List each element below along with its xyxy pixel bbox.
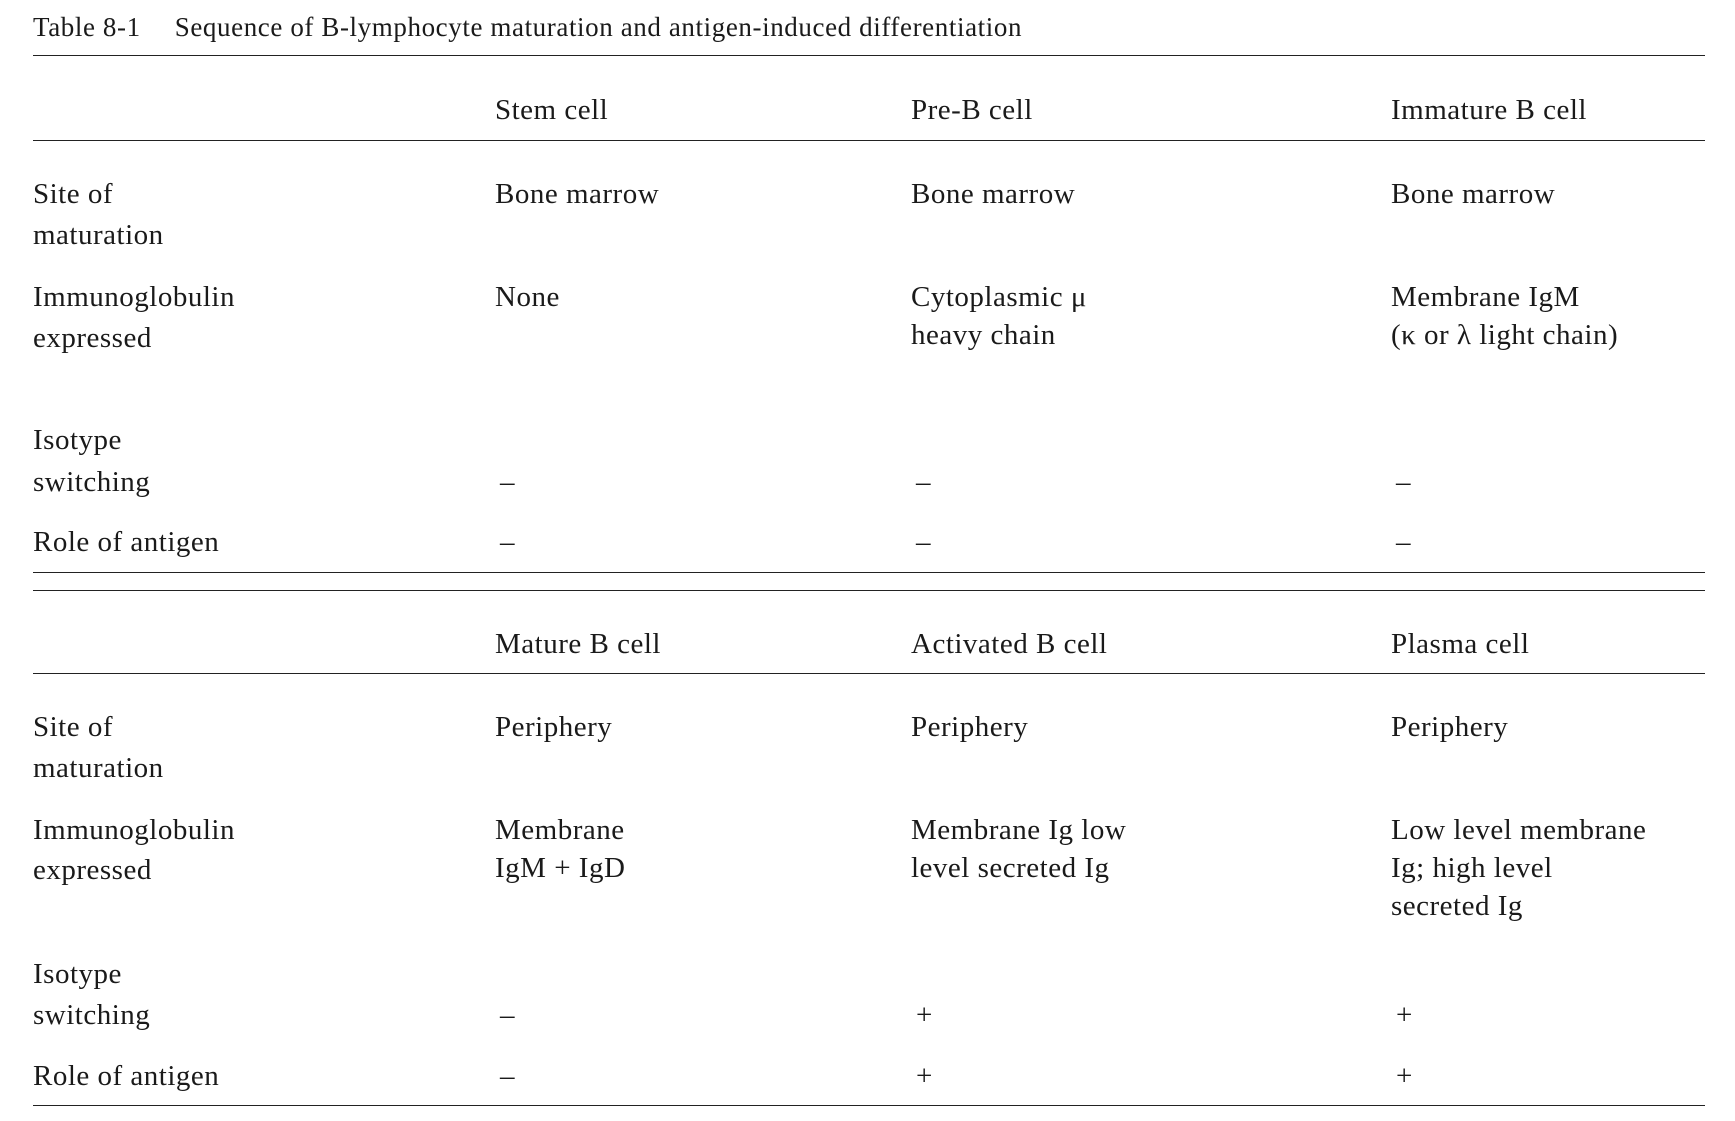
table-cell: None [495,281,560,313]
row-label: expressed [33,322,152,354]
row-label: maturation [33,219,164,251]
table-cell: Ig; high level [1391,852,1553,884]
row-label: Isotype [33,958,122,990]
table-number: Table 8-1 [33,12,141,42]
row-label: Site of [33,178,114,210]
table-cell: (κ or λ light chain) [1391,319,1619,351]
table-title: Table 8-1 Sequence of B-lymphocyte matura… [33,10,1022,44]
table-cell: – [1396,526,1411,558]
table-cell: + [1396,999,1413,1031]
table-cell: Bone marrow [1391,178,1556,210]
row-label: maturation [33,752,164,784]
header-rule [33,140,1705,141]
row-label: expressed [33,854,152,886]
table-cell: Low level membrane [1391,814,1647,846]
table-cell: Periphery [1391,711,1509,743]
table-cell: + [1396,1060,1413,1092]
table-cell: – [916,526,931,558]
column-header: Plasma cell [1391,628,1530,660]
table-cell: + [916,999,933,1031]
table-cell: Membrane [495,814,625,846]
column-header: Stem cell [495,94,609,126]
row-label: switching [33,466,151,498]
table-cell: Cytoplasmic μ [911,281,1087,313]
row-label: Role of antigen [33,1060,220,1092]
table-cell: Membrane Ig low [911,814,1127,846]
row-label: Role of antigen [33,526,220,558]
section-rule [33,572,1705,573]
table-cell: secreted Ig [1391,890,1523,922]
table-cell: – [1396,466,1411,498]
row-label: Immunoglobulin [33,281,235,313]
section-rule [33,590,1705,591]
table-cell: Membrane IgM [1391,281,1580,313]
table-cell: – [500,466,515,498]
column-header: Mature B cell [495,628,661,660]
column-header: Immature B cell [1391,94,1587,126]
column-header: Pre-B cell [911,94,1033,126]
column-header: Activated B cell [911,628,1108,660]
table-cell: Periphery [495,711,613,743]
table-cell: – [916,466,931,498]
row-label: Site of [33,711,114,743]
row-label: Immunoglobulin [33,814,235,846]
title-rule [33,55,1705,56]
table-cell: – [500,1060,515,1092]
table-cell: IgM + IgD [495,852,626,884]
table-cell: + [916,1060,933,1092]
table-cell: heavy chain [911,319,1056,351]
table-caption: Sequence of B-lymphocyte maturation and … [174,12,1023,42]
row-label: switching [33,999,151,1031]
table-cell: Bone marrow [495,178,660,210]
table-cell: level secreted Ig [911,852,1110,884]
table-cell: – [500,526,515,558]
header-rule [33,673,1705,674]
table-cell: – [500,999,515,1031]
table-cell: Bone marrow [911,178,1076,210]
row-label: Isotype [33,424,122,456]
table-cell: Periphery [911,711,1029,743]
section-rule [33,1105,1705,1106]
